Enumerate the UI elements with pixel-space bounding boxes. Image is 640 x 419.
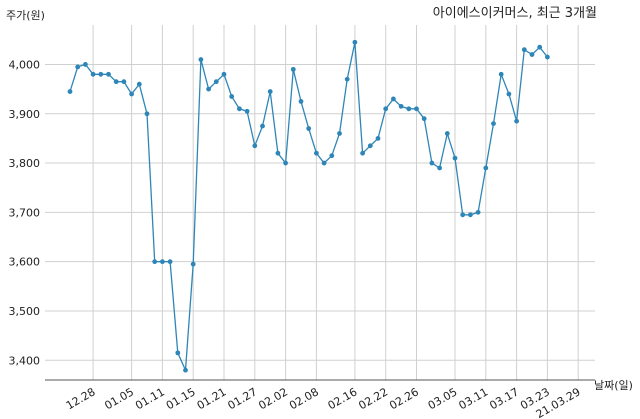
data-point [75,64,81,70]
data-point [337,131,342,136]
data-point [306,126,312,131]
data-point [190,261,196,267]
data-point [375,136,381,141]
data-point [421,116,427,122]
data-point [314,150,319,156]
data-point [129,91,135,97]
x-tick-label: 01.15 [164,385,198,412]
data-point [406,106,412,112]
data-point [506,91,512,97]
data-point [475,209,481,215]
data-point [360,150,365,156]
data-point [106,71,111,77]
series-line [69,42,548,371]
data-point [229,94,235,99]
x-tick-label: 01.05 [102,385,136,412]
data-point [398,103,404,109]
chart-title: 아이에스이커머스, 최근 3개월 [433,6,597,21]
data-point [98,71,104,77]
data-point [244,108,250,114]
data-point [221,71,227,77]
data-point [414,106,419,112]
data-point [491,121,496,127]
data-point [352,39,358,45]
series-points [67,39,550,373]
x-tick-label: 01.27 [226,385,260,412]
data-point [113,79,119,85]
data-point [344,76,350,82]
x-tick-label: 02.22 [356,385,390,412]
data-point [67,89,73,94]
y-tick-label: 3,700 [9,206,41,219]
data-point [152,259,158,265]
data-point [136,81,142,87]
x-tick-label: 01.21 [195,385,229,412]
y-tick-label: 3,500 [9,305,41,318]
grid-lines [45,25,595,380]
data-point [267,89,273,94]
data-point [444,131,450,136]
data-point [175,350,181,356]
data-point [391,96,396,102]
data-point [144,111,150,117]
data-point [213,79,219,85]
data-point [283,160,288,166]
x-tick-label: 12.28 [64,385,98,412]
data-point [468,212,473,218]
data-point [260,123,265,129]
x-tick-label: 02.08 [287,385,321,412]
data-point [498,71,504,77]
data-point [290,66,296,72]
y-tick-label: 3,900 [9,108,41,121]
data-point [275,150,281,156]
data-point [483,165,489,171]
x-tick-label: 03.17 [487,385,521,412]
data-point [160,259,165,265]
data-point [545,54,550,60]
data-point [237,106,242,112]
y-tick-labels: 3,400 3,500 3,600 3,700 3,800 3,900 4,000 [9,58,41,367]
data-point [121,79,127,85]
x-tick-label: 02.26 [387,385,421,412]
data-point [452,155,458,161]
data-point [183,367,188,373]
data-point [167,259,173,265]
y-tick-label: 4,000 [9,58,41,71]
data-point [321,160,327,166]
x-axis-label: 날짜(일) [594,378,633,392]
x-tick-label: 01.11 [133,385,167,412]
data-point [206,86,212,92]
data-point [437,165,442,171]
data-point [514,118,519,124]
data-point [537,44,543,50]
x-tick-label: 03.11 [457,385,491,412]
x-tick-label: 02.16 [326,385,360,412]
data-point [529,52,535,57]
x-tick-label: 03.05 [426,385,460,412]
x-tick-labels: 12.28 01.0501.1101.1501.2101.2702.0202.08… [64,385,583,419]
data-point [252,143,258,149]
data-point [329,153,335,159]
data-point [460,212,466,218]
data-point [298,99,304,104]
y-tick-label: 3,600 [9,256,41,269]
data-point [83,62,88,67]
data-point [429,160,435,166]
data-point [521,47,527,53]
y-tick-label: 3,400 [9,354,41,367]
data-point [383,106,389,112]
y-axis-label: 주가(원) [6,9,45,22]
data-point [198,57,204,62]
x-tick-label: 02.02 [256,385,290,412]
data-point [90,71,96,77]
y-tick-label: 3,800 [9,157,41,170]
data-point [367,143,373,149]
